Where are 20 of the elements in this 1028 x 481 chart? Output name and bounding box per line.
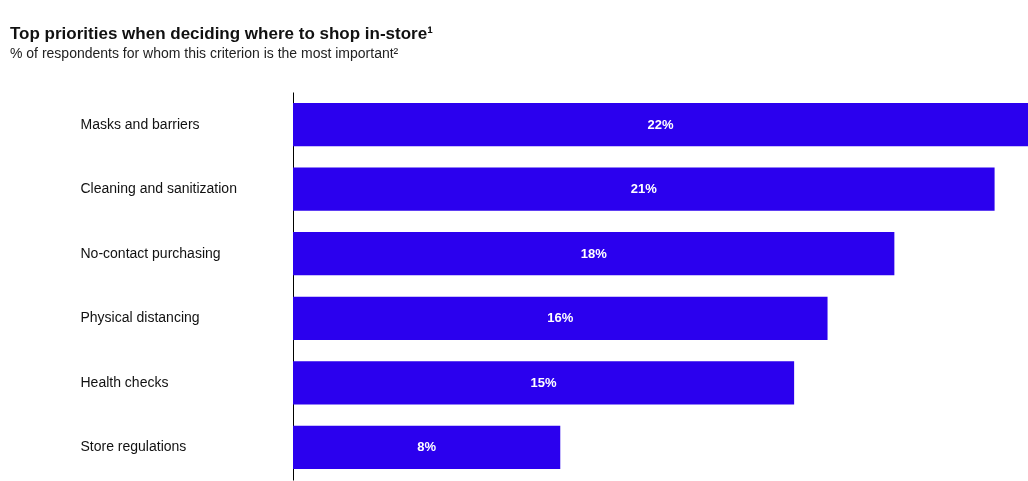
y-tick-label: Physical distancing: [80, 309, 200, 326]
bar: [293, 102, 1028, 147]
data-label: 16%: [547, 310, 574, 326]
bar: [293, 425, 561, 470]
data-label: 22%: [647, 116, 674, 132]
y-tick-label: Store regulations: [80, 438, 187, 455]
chart-title: Top priorities when deciding where to shop in-store¹: [10, 24, 434, 43]
y-tick-label: Cleaning and sanitization: [80, 180, 237, 197]
chart-subtitle: % of respondents for whom this criterion is the most important²: [10, 45, 399, 61]
data-label: 21%: [630, 181, 658, 197]
bar: [293, 167, 995, 211]
data-label: 18%: [580, 245, 608, 261]
bar: [293, 361, 795, 405]
y-tick-label: Masks and barriers: [80, 115, 200, 132]
y-tick-label: Health checks: [80, 373, 169, 390]
y-tick-label: No-contact purchasing: [80, 244, 221, 261]
bar: [293, 296, 828, 340]
bar: [293, 232, 895, 276]
data-label: 8%: [417, 439, 437, 455]
data-label: 15%: [530, 374, 558, 390]
